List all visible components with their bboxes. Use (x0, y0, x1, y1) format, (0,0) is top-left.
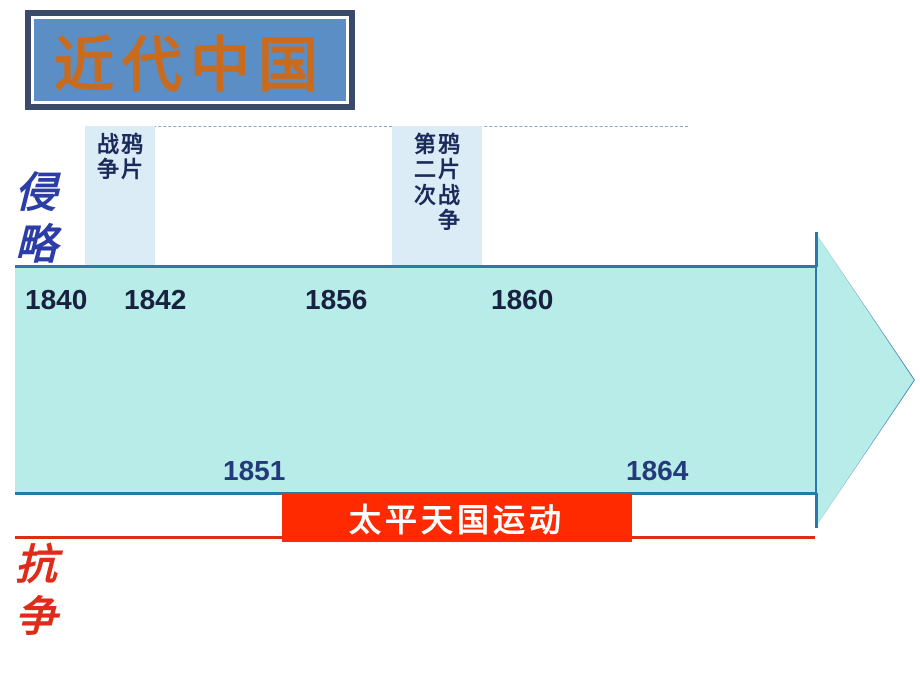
event-opium-war-2: 鸦片战争第二次 (392, 126, 482, 266)
event-char: 片 (121, 157, 143, 182)
movement-taiping: 太平天国运动 (282, 494, 632, 542)
timeline-arrow-head-fill (817, 235, 914, 525)
title-text: 近代中国 (54, 17, 326, 104)
arrow-notch-top (815, 232, 818, 267)
event-char: 第 (414, 132, 436, 157)
side-label-invasion: 侵略 (15, 168, 57, 272)
side-label-char: 争 (15, 592, 57, 644)
event-char: 战 (97, 132, 119, 157)
year-top-1856: 1856 (305, 284, 367, 316)
event-opium-war-1: 鸦片战争 (85, 126, 155, 266)
event-char: 鸦 (121, 132, 143, 157)
event-char: 二 (414, 157, 436, 182)
year-bottom-1864: 1864 (626, 455, 688, 487)
event-char: 鸦 (438, 132, 460, 157)
event-char: 争 (438, 208, 460, 233)
event-text-column: 鸦片战争 (438, 132, 460, 260)
side-label-char: 抗 (15, 540, 57, 592)
dash-line-top (88, 126, 688, 127)
event-char: 片 (438, 157, 460, 182)
event-text-column: 战争 (97, 132, 119, 260)
movement-label: 太平天国运动 (349, 495, 565, 541)
side-label-resistance: 抗争 (15, 540, 57, 644)
year-bottom-1851: 1851 (223, 455, 285, 487)
year-top-1840: 1840 (25, 284, 87, 316)
year-top-1860: 1860 (491, 284, 553, 316)
event-text-column: 鸦片 (121, 132, 143, 260)
arrow-notch-bottom (815, 493, 818, 528)
event-char: 争 (97, 157, 119, 182)
year-top-1842: 1842 (124, 284, 186, 316)
event-char: 次 (414, 183, 436, 208)
event-char: 战 (438, 183, 460, 208)
title-box: 近代中国 (25, 10, 355, 110)
timeline-arrow-head (815, 232, 915, 528)
side-label-char: 侵 (15, 168, 57, 220)
event-text-column: 第二次 (414, 132, 436, 260)
